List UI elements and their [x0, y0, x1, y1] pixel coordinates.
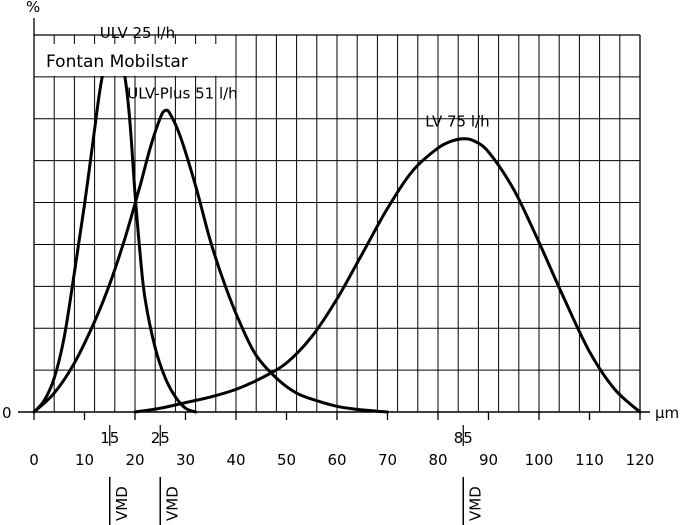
plot-grid	[34, 35, 640, 412]
x-tick-label: 0	[29, 451, 39, 469]
chart-labels: Fontan Mobilstar % 0 µm	[2, 0, 679, 422]
axes	[18, 18, 650, 420]
vmd-label: VMD	[466, 486, 484, 521]
series-label-1: ULV 25 l/h	[100, 24, 175, 42]
x-tick-label: 70	[378, 451, 397, 469]
x-tick-label: 80	[428, 451, 447, 469]
vmd-label: VMD	[163, 486, 181, 521]
x-axis-unit: µm	[655, 404, 679, 422]
x-tick-label: 30	[176, 451, 195, 469]
x-tick-label: 110	[575, 451, 604, 469]
x-tick-label: 100	[525, 451, 554, 469]
title-background	[40, 44, 218, 76]
x-tick-label: 120	[626, 451, 655, 469]
series-curve-3	[133, 137, 642, 414]
x-tick-label: 90	[479, 451, 498, 469]
vmd-label: VMD	[113, 486, 131, 521]
x-tick-label: 60	[327, 451, 346, 469]
series-label-2: ULV-Plus 51 l/h	[127, 84, 237, 102]
series-label-3: LV 75 l/h	[425, 113, 489, 131]
x-tick-label: 20	[125, 451, 144, 469]
series-curve-2	[32, 108, 389, 414]
y-zero-label: 0	[2, 404, 12, 422]
series-layer: ULV 25 l/h ULV-Plus 51 l/h LV 75 l/h	[32, 24, 642, 414]
x-tick-label: 40	[226, 451, 245, 469]
y-axis-unit: %	[26, 0, 40, 16]
x-tick-label: 10	[75, 451, 94, 469]
chart-title: Fontan Mobilstar	[46, 52, 188, 72]
x-tick-labels: 0 10 20 30 40 50 60 70 80 90 100 110 120	[29, 451, 654, 469]
x-tick-label: 50	[277, 451, 296, 469]
